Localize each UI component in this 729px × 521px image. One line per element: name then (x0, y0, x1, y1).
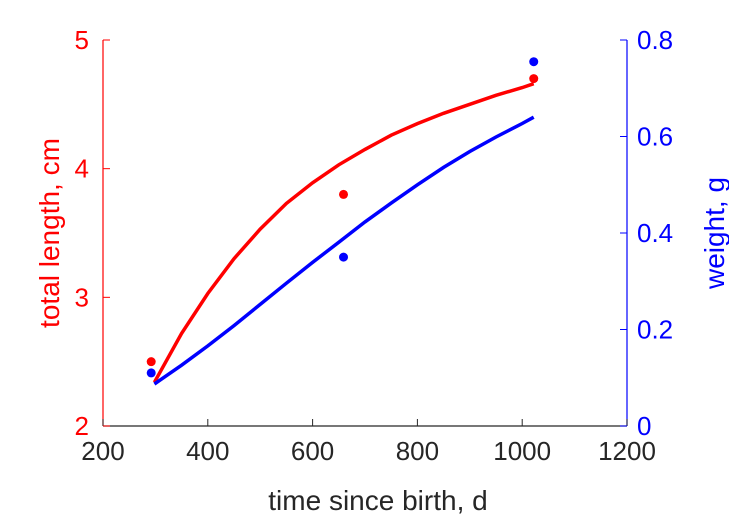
x-axis-title: time since birth, d (268, 485, 487, 516)
weight-data-point (146, 368, 156, 378)
left-y-tick-label: 4 (75, 154, 89, 184)
right-y-tick-label: 0.8 (637, 25, 673, 55)
length-data-point (146, 357, 156, 367)
right-y-tick-label: 0.4 (637, 218, 673, 248)
weight-data-point (339, 252, 349, 262)
length-data-point (529, 74, 539, 84)
right-y-tick-label: 0 (637, 411, 651, 441)
x-tick-label: 1000 (493, 436, 551, 466)
right-y-axis-title: weight, g (699, 177, 729, 290)
length-data-point (339, 189, 349, 199)
left-y-tick-label: 5 (75, 25, 89, 55)
x-tick-label: 600 (291, 436, 334, 466)
x-tick-label: 1200 (598, 436, 656, 466)
length-fit-line (152, 82, 535, 384)
left-y-tick-label: 3 (75, 282, 89, 312)
x-tick-label: 200 (81, 436, 124, 466)
left-y-tick-label: 2 (75, 411, 89, 441)
weight-data-point (529, 57, 539, 67)
weight-fit-line (153, 115, 535, 386)
right-y-tick-label: 0.6 (637, 122, 673, 152)
x-tick-label: 800 (396, 436, 439, 466)
right-y-tick-label: 0.2 (637, 315, 673, 345)
x-tick-label: 400 (186, 436, 229, 466)
left-y-axis-title: total length, cm (34, 138, 65, 328)
